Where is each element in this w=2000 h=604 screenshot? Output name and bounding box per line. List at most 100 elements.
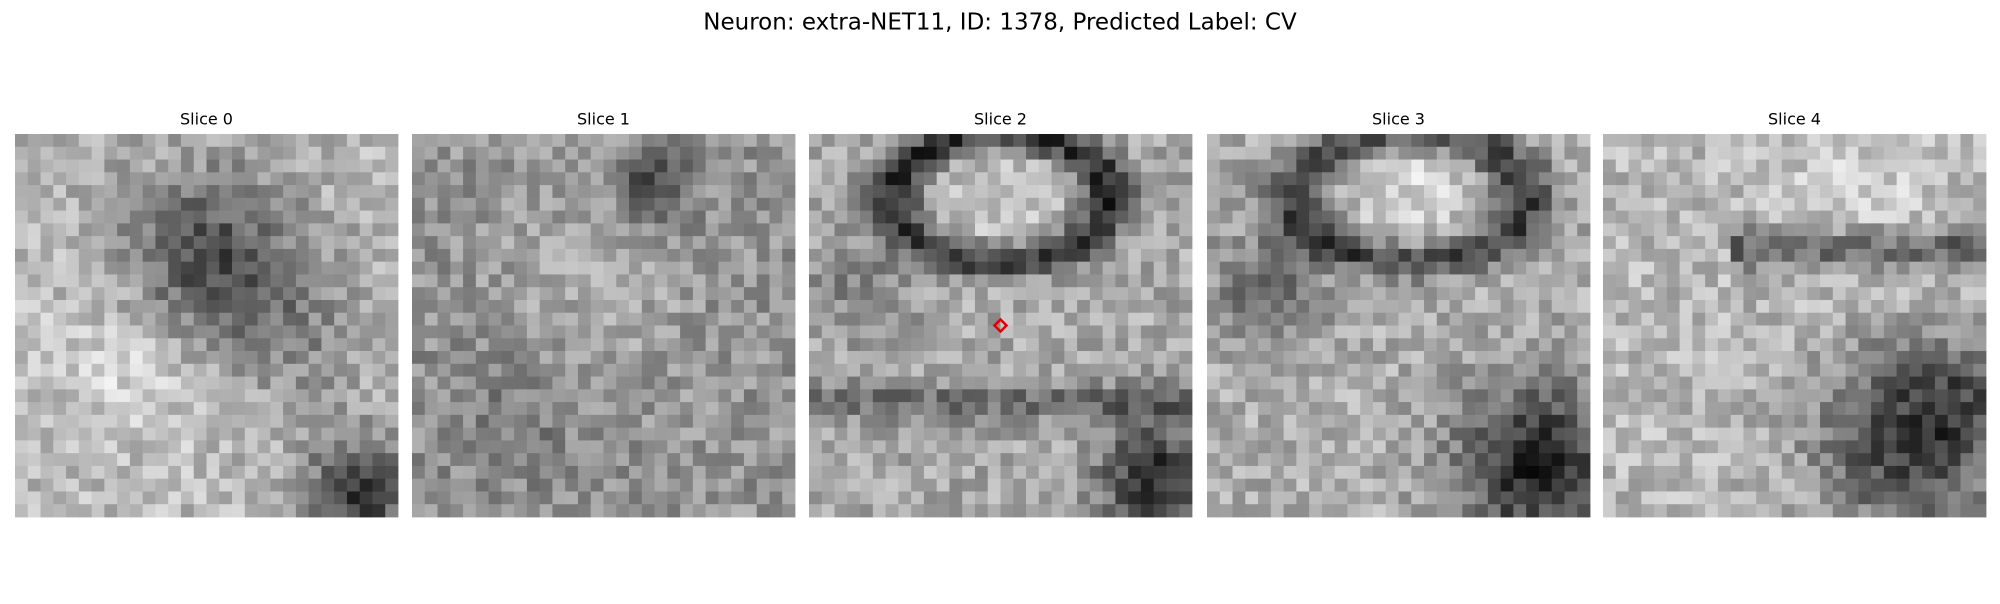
pixel	[872, 453, 886, 467]
pixel	[308, 504, 322, 518]
pixel	[809, 376, 823, 390]
pixel	[1743, 414, 1757, 429]
pixel	[974, 402, 989, 416]
pixel	[450, 465, 464, 480]
pixel	[1128, 325, 1142, 339]
pixel	[987, 478, 1001, 492]
pixel	[705, 197, 719, 211]
pixel	[1487, 363, 1502, 377]
pixel	[1845, 414, 1859, 429]
pixel	[667, 402, 681, 416]
pixel	[1666, 325, 1680, 339]
pixel	[232, 299, 246, 314]
pixel	[501, 402, 515, 416]
pixel	[270, 248, 284, 263]
pixel	[911, 287, 925, 301]
pixel	[1000, 197, 1014, 211]
pixel	[321, 453, 335, 467]
pixel	[1551, 159, 1565, 173]
pixel	[488, 440, 502, 454]
pixel	[731, 210, 745, 224]
pixel	[1077, 389, 1091, 403]
pixel	[577, 146, 592, 160]
pixel	[206, 465, 220, 480]
pixel	[117, 504, 131, 518]
pixel	[412, 261, 426, 275]
pixel	[1922, 312, 1936, 326]
pixel	[1462, 210, 1476, 224]
pixel	[1398, 351, 1412, 365]
pixel	[206, 351, 220, 365]
pixel	[1102, 312, 1116, 326]
pixel	[692, 402, 707, 416]
pixel	[40, 478, 54, 492]
pixel	[321, 440, 335, 454]
pixel	[91, 427, 105, 441]
pixel	[463, 363, 477, 377]
pixel	[1207, 440, 1221, 454]
pixel	[66, 376, 80, 390]
pixel	[629, 465, 643, 480]
pixel	[731, 248, 745, 263]
pixel	[1603, 172, 1617, 186]
pixel	[1334, 338, 1348, 352]
pixel	[1909, 299, 1923, 314]
pixel	[1960, 376, 1974, 390]
pixel	[424, 504, 438, 518]
pixel	[1934, 376, 1949, 390]
pixel	[1883, 325, 1898, 339]
pixel	[1102, 376, 1116, 390]
pixel	[514, 504, 528, 518]
pixel	[1909, 287, 1923, 301]
pixel	[346, 504, 361, 518]
pixel	[488, 223, 502, 237]
pixel	[155, 491, 169, 505]
pixel	[66, 440, 80, 454]
pixel	[1385, 210, 1399, 224]
pixel	[1807, 363, 1821, 377]
pixel	[180, 351, 195, 365]
pixel	[1628, 453, 1642, 467]
pixel	[860, 210, 874, 224]
pixel	[424, 261, 438, 275]
pixel	[514, 491, 528, 505]
pixel	[821, 402, 835, 416]
pixel	[1577, 402, 1591, 416]
pixel	[1051, 172, 1065, 186]
pixel	[1013, 299, 1027, 314]
pixel	[872, 376, 886, 390]
pixel	[539, 504, 553, 518]
pixel	[1947, 427, 1961, 441]
pixel	[463, 210, 477, 224]
pixel	[1564, 197, 1578, 211]
pixel	[1820, 312, 1834, 326]
pixel	[450, 287, 464, 301]
pixel	[809, 248, 823, 263]
pixel	[283, 427, 297, 441]
pixel	[1883, 159, 1898, 173]
pixel	[40, 491, 54, 505]
pixel	[731, 134, 745, 148]
pixel	[1551, 134, 1565, 148]
pixel	[1385, 146, 1399, 160]
pixel	[809, 504, 823, 518]
pixel	[514, 287, 528, 301]
pixel	[463, 248, 477, 263]
pixel	[1705, 440, 1719, 454]
pixel	[372, 287, 386, 301]
pixel	[718, 299, 732, 314]
pixel	[142, 172, 156, 186]
pixel	[949, 504, 963, 518]
pixel	[526, 389, 541, 403]
pixel	[1768, 210, 1783, 224]
pixel	[1717, 363, 1732, 377]
pixel	[834, 504, 848, 518]
pixel	[1934, 465, 1949, 480]
pixel	[1781, 414, 1795, 429]
pixel	[308, 185, 322, 199]
pixel	[743, 172, 758, 186]
pixel	[283, 159, 297, 173]
pixel	[949, 159, 963, 173]
pixel	[1449, 185, 1463, 199]
pixel	[91, 210, 105, 224]
